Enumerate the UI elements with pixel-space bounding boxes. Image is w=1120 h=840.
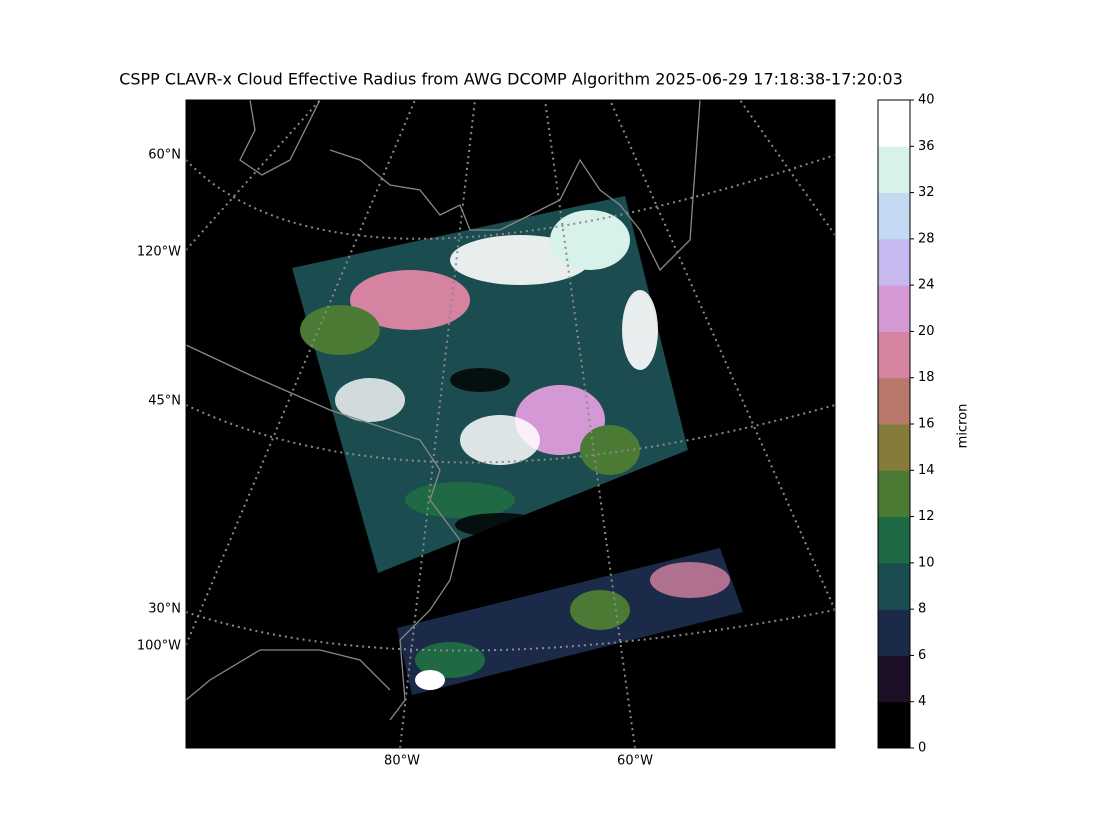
graticule xyxy=(186,154,835,240)
colorbar-tick-label: 6 xyxy=(918,648,926,663)
lat-label: 60°N xyxy=(148,148,181,163)
coastline xyxy=(239,100,321,176)
lat-label: 30°N xyxy=(148,602,181,617)
colorbar-tick-label: 10 xyxy=(918,555,935,570)
map-labels: 60°N 45°N 30°N 120°W 100°W 80°W 60°W xyxy=(137,148,653,769)
colorbar-tick-label: 24 xyxy=(918,278,935,293)
colorbar-tick-label: 18 xyxy=(918,370,935,385)
map-frame xyxy=(185,99,836,749)
colorbar-segment xyxy=(878,516,910,564)
colorbar-segment xyxy=(878,331,910,379)
colorbar-segment xyxy=(878,146,910,194)
lon-label: 60°W xyxy=(617,754,653,769)
coastline xyxy=(186,344,461,721)
colorbar-tick-label: 0 xyxy=(918,741,926,756)
graticule xyxy=(186,100,416,646)
lon-label: 80°W xyxy=(384,754,420,769)
graticule xyxy=(186,404,835,464)
colorbar-tick-label: 36 xyxy=(918,139,935,154)
colorbar-segment xyxy=(878,470,910,518)
colorbar-label: micron xyxy=(956,404,971,449)
colorbar-segment xyxy=(878,701,910,749)
colorbar-segment xyxy=(878,238,910,286)
colorbar-segment xyxy=(878,285,910,332)
colorbar-segment xyxy=(878,377,910,425)
graticule xyxy=(399,100,476,748)
colorbar-tick-label: 28 xyxy=(918,231,935,246)
graticule xyxy=(186,609,835,652)
colorbar-tick-label: 16 xyxy=(918,417,935,432)
colorbar-tick-label: 14 xyxy=(918,463,935,478)
graticule xyxy=(544,100,636,748)
title: CSPP CLAVR-x Cloud Effective Radius from… xyxy=(119,70,903,89)
colorbar-segment xyxy=(878,655,910,703)
colorbar-tick-label: 8 xyxy=(918,602,926,617)
colorbar-segment xyxy=(878,562,910,610)
colorbar-segment xyxy=(878,609,910,656)
lon-label: 100°W xyxy=(137,639,181,654)
map xyxy=(185,99,836,749)
colorbar: 0 4 6 8 10 12 14 16 18 20 24 28 32 36 40 micron xyxy=(877,93,971,756)
lon-label: 120°W xyxy=(137,245,181,260)
lat-label: 45°N xyxy=(148,394,181,409)
colorbar-segment xyxy=(878,100,910,147)
colorbar-segment xyxy=(878,424,910,471)
coastline xyxy=(186,649,391,701)
colorbar-tick-label: 4 xyxy=(918,694,926,709)
colorbar-segment xyxy=(878,192,910,240)
colorbar-tick-label: 32 xyxy=(918,185,935,200)
colorbar-tick-label: 20 xyxy=(918,324,935,339)
colorbar-tick-label: 40 xyxy=(918,93,935,108)
colorbar-tick-label: 12 xyxy=(918,509,935,524)
coastline xyxy=(329,100,701,272)
